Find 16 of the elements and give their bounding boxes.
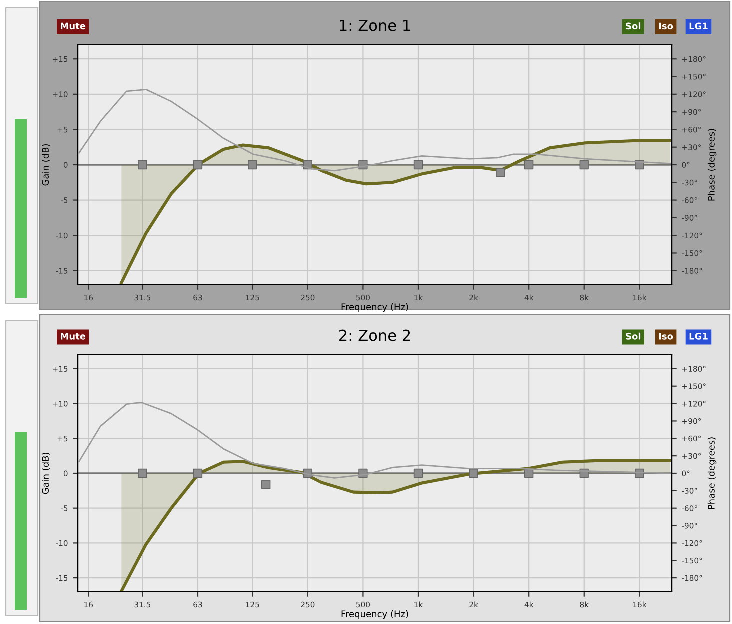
text: Iso — [659, 333, 674, 340]
y2-axis-title: Phase (degrees) — [708, 129, 717, 201]
text: LG1 — [690, 22, 708, 30]
text: Mute — [61, 333, 86, 340]
text: LG1 — [690, 333, 708, 340]
text: Mute — [61, 22, 86, 30]
text: Iso — [659, 22, 674, 30]
chart-title: 1: Zone 1 — [340, 20, 410, 32]
text: Sol — [626, 22, 641, 30]
chart-title: 2: Zone 2 — [340, 330, 410, 342]
x-axis-title: Frequency (Hz) — [342, 610, 408, 620]
y-axis-title: Gain (dB) — [42, 144, 50, 186]
text: Sol — [626, 332, 641, 340]
y2-axis-title: Phase (degrees) — [708, 438, 717, 510]
x-axis-title: Frequency (Hz) — [342, 304, 408, 312]
y-axis-title: Gain (dB) — [42, 452, 50, 494]
